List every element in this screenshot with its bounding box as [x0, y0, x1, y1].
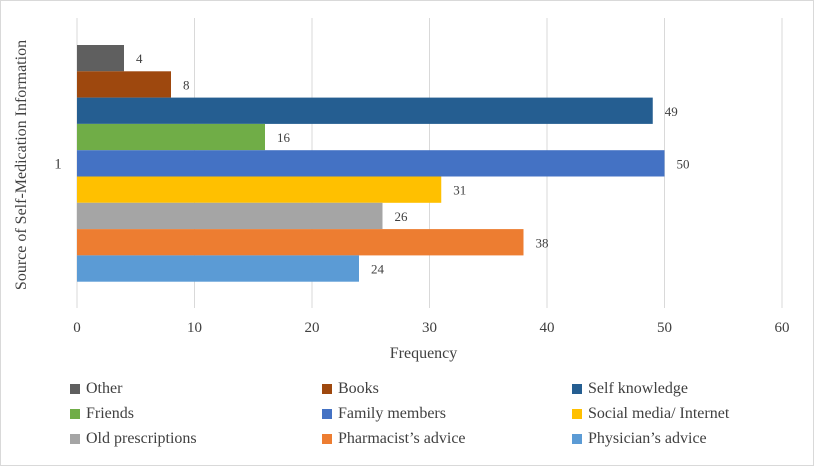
- bar-1: [77, 71, 171, 98]
- bar-8: [77, 255, 359, 282]
- data-label: 38: [536, 235, 549, 250]
- data-label: 8: [183, 77, 190, 92]
- data-label: 24: [371, 262, 385, 277]
- data-label: 16: [277, 130, 291, 145]
- x-axis-title: Frequency: [390, 345, 458, 362]
- legend-item: Friends: [70, 405, 134, 423]
- bar-0: [77, 45, 124, 72]
- x-tick-label: 10: [187, 320, 202, 336]
- legend-label: Physician’s advice: [588, 430, 707, 447]
- bar-6: [77, 202, 383, 230]
- data-label: 26: [395, 209, 409, 224]
- bar-2: [77, 97, 653, 124]
- legend-swatch: [70, 434, 80, 444]
- legend-swatch: [572, 384, 582, 394]
- legend-item: Family members: [322, 405, 446, 423]
- legend-item: Books: [322, 380, 379, 398]
- bar-4: [77, 150, 665, 177]
- legend-swatch: [572, 409, 582, 419]
- legend-label: Self knowledge: [588, 380, 688, 397]
- bar-3: [77, 123, 265, 151]
- legend-swatch: [70, 409, 80, 419]
- legend-label: Other: [86, 380, 123, 397]
- x-tick-label: 60: [775, 320, 790, 336]
- legend-label: Books: [338, 380, 379, 397]
- x-tick-label: 0: [73, 320, 81, 336]
- legend-label: Old prescriptions: [86, 430, 197, 447]
- legend-item: Old prescriptions: [70, 430, 197, 448]
- x-tick-label: 30: [422, 320, 437, 336]
- legend-label: Friends: [86, 405, 134, 422]
- legend-swatch: [70, 384, 80, 394]
- legend-item: Self knowledge: [572, 380, 688, 398]
- legend-label: Social media/ Internet: [588, 405, 730, 422]
- legend-swatch: [322, 409, 332, 419]
- bar-7: [77, 229, 524, 256]
- legend-label: Pharmacist’s advice: [338, 430, 466, 447]
- data-label: 50: [677, 156, 690, 171]
- y-axis-title: Source of Self-Medication Information: [13, 39, 30, 291]
- y-category-label: 1: [54, 156, 62, 172]
- legend-item: Physician’s advice: [572, 430, 707, 448]
- legend-swatch: [322, 434, 332, 444]
- data-label: 49: [665, 104, 678, 119]
- legend-swatch: [322, 384, 332, 394]
- x-tick-label: 40: [540, 320, 555, 336]
- legend-label: Family members: [338, 405, 446, 422]
- x-tick-label: 20: [305, 320, 320, 336]
- legend-item: Social media/ Internet: [572, 405, 729, 423]
- legend-item: Pharmacist’s advice: [322, 430, 466, 448]
- bar-5: [77, 176, 442, 203]
- data-label: 31: [453, 183, 466, 198]
- legend-item: Other: [70, 380, 122, 398]
- x-tick-label: 50: [657, 320, 672, 336]
- legend-swatch: [572, 434, 582, 444]
- data-label: 4: [136, 51, 143, 66]
